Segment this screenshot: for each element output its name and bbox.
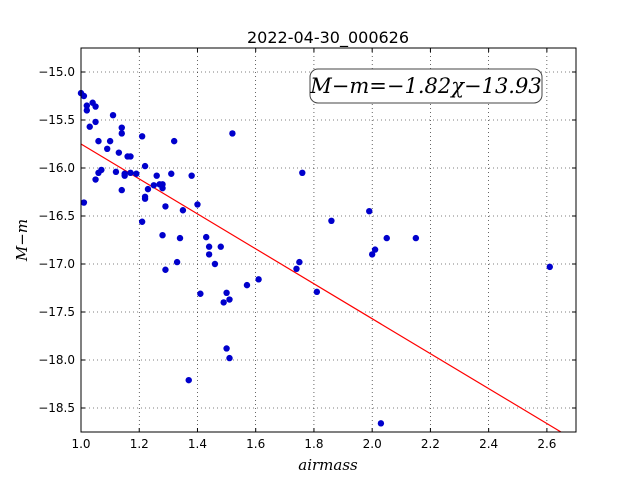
- data-point: [173, 258, 181, 266]
- data-point: [328, 217, 335, 224]
- data-point: [412, 234, 420, 242]
- x-tick-label: 2.4: [479, 437, 498, 451]
- data-point: [197, 290, 204, 297]
- data-point: [299, 169, 306, 176]
- y-tick-label: −17.5: [38, 305, 75, 319]
- data-point: [104, 145, 111, 152]
- data-point: [162, 266, 169, 273]
- data-point: [229, 130, 236, 137]
- data-point: [377, 420, 385, 427]
- data-point: [546, 263, 553, 271]
- data-point: [383, 234, 390, 242]
- data-point: [98, 166, 105, 174]
- data-point: [168, 170, 175, 177]
- data-point: [205, 251, 213, 258]
- y-tick-label: −15.0: [38, 65, 75, 79]
- y-tick-label: −18.5: [38, 401, 75, 415]
- data-point: [109, 112, 117, 119]
- data-point: [170, 137, 178, 145]
- data-point: [194, 201, 201, 208]
- data-point: [296, 258, 303, 266]
- data-point: [95, 137, 102, 145]
- data-point: [80, 92, 88, 100]
- x-tick-label: 1.6: [246, 437, 265, 451]
- data-point: [144, 185, 152, 193]
- data-point: [176, 234, 184, 242]
- x-axis-label: airmass: [298, 456, 358, 474]
- data-point: [366, 208, 373, 215]
- x-tick-label: 2.6: [537, 437, 556, 451]
- data-point: [211, 260, 219, 268]
- data-point: [217, 243, 224, 250]
- data-point: [138, 133, 146, 140]
- data-point: [112, 168, 120, 176]
- axis-ticks: 1.0 1.2 1.4 1.6 1.8 2.0 2.2 2.4 2.6 −15.0 −15.5 −16…: [38, 48, 576, 451]
- data-point: [159, 232, 166, 239]
- fit-line: [80, 143, 562, 433]
- data-point: [92, 176, 99, 183]
- data-point: [205, 243, 213, 250]
- data-point: [83, 102, 91, 109]
- y-axis-label: M−m: [13, 219, 31, 262]
- data-point: [153, 172, 160, 179]
- data-point: [141, 193, 149, 200]
- data-points: [77, 89, 553, 427]
- x-tick-label: 2.0: [363, 437, 382, 451]
- data-point: [223, 289, 230, 296]
- data-point: [313, 288, 321, 296]
- data-point: [92, 118, 99, 126]
- y-tick-label: −15.5: [38, 113, 75, 127]
- data-point: [138, 218, 146, 225]
- data-point: [83, 107, 91, 114]
- y-tick-label: −17.0: [38, 257, 75, 271]
- x-tick-label: 2.2: [421, 437, 440, 451]
- annotation-box: [309, 68, 543, 104]
- data-point: [127, 169, 134, 176]
- data-point: [162, 203, 169, 210]
- plot-frame: [80, 47, 577, 433]
- fit-line-layer: [80, 143, 562, 433]
- data-point: [223, 345, 230, 352]
- data-point: [121, 170, 128, 177]
- data-point: [226, 296, 233, 303]
- data-point: [115, 149, 123, 156]
- data-point: [106, 137, 114, 145]
- data-point: [118, 124, 125, 131]
- x-tick-label: 1.4: [188, 437, 207, 451]
- data-point: [226, 354, 233, 362]
- data-point: [159, 181, 166, 188]
- data-point: [118, 130, 125, 137]
- y-tick-label: −16.0: [38, 161, 75, 175]
- data-point: [92, 103, 99, 110]
- fit-equation-annotation: M−m=−1.82χ−13.93: [309, 68, 543, 104]
- data-point: [80, 199, 88, 206]
- x-tick-label: 1.8: [304, 437, 323, 451]
- fit-equation-text: M−m=−1.82χ−13.93: [309, 74, 541, 98]
- chart-title: 2022-04-30_000626: [247, 28, 409, 48]
- data-point: [127, 153, 134, 160]
- data-point: [368, 251, 376, 258]
- x-tick-label: 1.2: [130, 437, 149, 451]
- data-point: [150, 182, 157, 189]
- data-point: [133, 170, 140, 177]
- data-point: [185, 376, 192, 384]
- data-point: [188, 172, 195, 179]
- y-tick-label: −18.0: [38, 353, 75, 367]
- y-tick-label: −16.5: [38, 209, 75, 223]
- data-point: [86, 123, 93, 130]
- data-point: [255, 276, 262, 283]
- x-tick-label: 1.0: [71, 437, 90, 451]
- data-point: [371, 246, 379, 253]
- data-point: [203, 233, 210, 241]
- data-point: [243, 281, 251, 289]
- data-point: [293, 265, 300, 272]
- data-point: [118, 186, 125, 194]
- data-point: [179, 207, 187, 214]
- grid-lines: [80, 48, 576, 432]
- data-point: [141, 162, 149, 170]
- data-point: [220, 299, 227, 306]
